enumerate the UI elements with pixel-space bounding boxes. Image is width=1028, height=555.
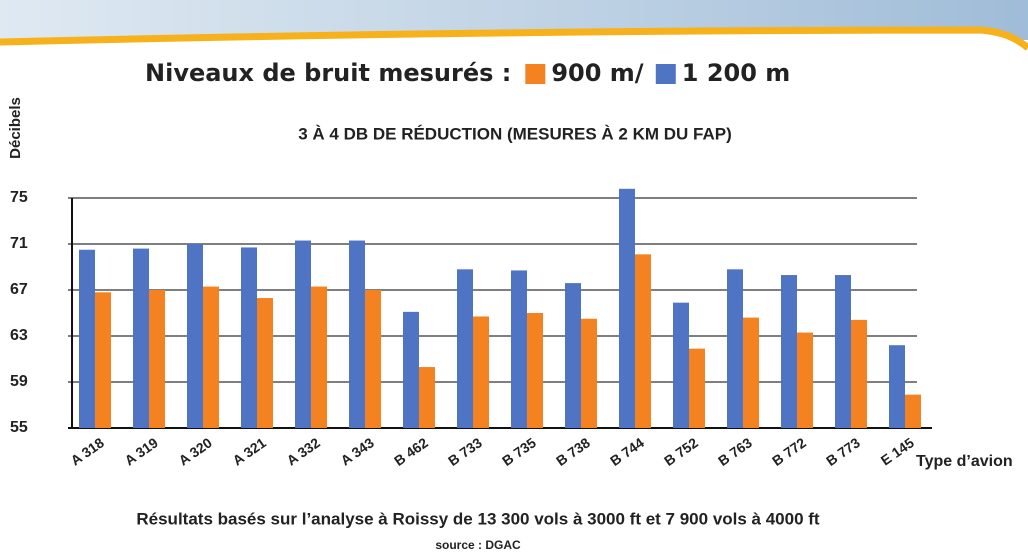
bar — [565, 283, 581, 428]
chart: Niveaux de bruit mesurés : 3 À 4 DB DE R… — [0, 0, 1028, 555]
chart-subtitle: 3 À 4 DB DE RÉDUCTION (MESURES À 2 KM DU… — [298, 124, 732, 143]
bar — [311, 287, 327, 428]
chart-title: Niveaux de bruit mesurés : — [145, 59, 511, 87]
bar — [635, 254, 651, 428]
bar — [619, 189, 635, 428]
y-tick-label: 67 — [10, 281, 28, 298]
bar — [365, 290, 381, 428]
legend-label: 900 m/ — [551, 59, 643, 87]
y-tick-label: 75 — [10, 189, 28, 206]
bar — [419, 367, 435, 428]
bar — [133, 249, 149, 428]
bar — [673, 303, 689, 428]
bar — [781, 275, 797, 428]
bar — [743, 318, 759, 428]
footnote: Résultats basés sur l’analyse à Roissy d… — [136, 509, 820, 528]
source: source : DGAC — [435, 538, 521, 552]
bar — [511, 270, 527, 428]
bar — [905, 395, 921, 428]
bar — [403, 312, 419, 428]
bar — [473, 316, 489, 428]
legend-swatch — [656, 64, 676, 84]
legend-swatch — [525, 64, 545, 84]
bar — [349, 241, 365, 428]
y-tick-label: 59 — [10, 373, 28, 390]
bar — [241, 247, 257, 428]
bar — [727, 269, 743, 428]
bar — [203, 287, 219, 428]
bar — [689, 349, 705, 428]
bar — [851, 320, 867, 428]
bar — [187, 244, 203, 428]
bar — [149, 290, 165, 428]
bar — [581, 319, 597, 428]
y-tick-label: 63 — [10, 327, 28, 344]
legend-label: 1 200 m — [682, 59, 791, 87]
bar — [889, 345, 905, 428]
bar — [79, 250, 95, 428]
y-tick-label: 55 — [10, 419, 28, 436]
bar — [257, 298, 273, 428]
bar — [95, 292, 111, 428]
x-axis-label: Type d’avion — [916, 453, 1013, 470]
y-axis-label: Décibels — [7, 97, 24, 159]
y-tick-label: 71 — [10, 235, 28, 252]
bar — [295, 241, 311, 428]
bar — [457, 269, 473, 428]
bar — [527, 313, 543, 428]
bar — [835, 275, 851, 428]
bar — [797, 333, 813, 428]
